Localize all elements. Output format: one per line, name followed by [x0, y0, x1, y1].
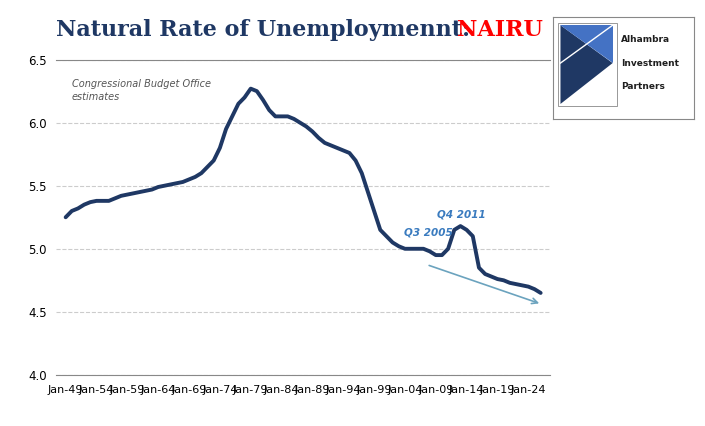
Text: Q3 2005: Q3 2005: [404, 227, 453, 237]
Text: Natural Rate of Unemploymennt:: Natural Rate of Unemploymennt:: [56, 19, 478, 41]
Polygon shape: [560, 25, 613, 63]
Text: Investment: Investment: [621, 58, 679, 68]
Text: Partners: Partners: [621, 82, 665, 91]
Text: Q4 2011: Q4 2011: [437, 210, 486, 220]
Text: NAIRU: NAIRU: [457, 19, 543, 41]
Polygon shape: [560, 25, 613, 104]
Text: Alhambra: Alhambra: [621, 35, 670, 44]
Text: Congressional Budget Office
estimates: Congressional Budget Office estimates: [72, 78, 211, 102]
